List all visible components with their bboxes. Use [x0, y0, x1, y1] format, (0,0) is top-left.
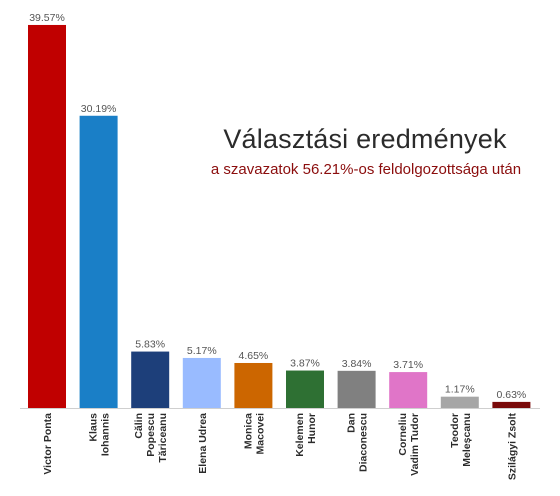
- category-label-line: Hunor: [306, 413, 318, 444]
- category-label-line: Monica: [242, 413, 254, 449]
- category-label-2: Călin Popescu Tăriceanu: [133, 413, 169, 463]
- category-label-line: Vadim Tudor: [409, 413, 421, 476]
- category-label-line: Diaconescu: [358, 413, 370, 472]
- value-label-1: 30.19%: [81, 103, 117, 115]
- bar-8: [440, 396, 479, 408]
- bar-1: [79, 115, 118, 408]
- category-label-7: Corneliu Vadim Tudor: [397, 413, 421, 476]
- bar-9: [492, 401, 531, 408]
- category-label-8: Teodor Meleșcanu: [449, 413, 473, 467]
- value-label-7: 3.71%: [393, 359, 423, 371]
- bar-6: [337, 370, 376, 408]
- bar-3: [182, 357, 221, 408]
- value-label-0: 39.57%: [29, 12, 65, 24]
- value-label-8: 1.17%: [445, 384, 475, 396]
- category-label-line: Popescu: [145, 413, 157, 457]
- category-label-line: Kelemen: [294, 413, 306, 457]
- category-label-9: Szilágyi Zsolt: [506, 413, 518, 481]
- value-label-4: 4.65%: [239, 350, 269, 362]
- category-label-0: Victor Ponta: [42, 413, 54, 475]
- category-label-1: Klaus Iohannis: [88, 413, 112, 456]
- bar-2: [131, 351, 170, 408]
- bar-0: [28, 24, 66, 408]
- value-label-5: 3.87%: [290, 358, 320, 370]
- bar-5: [286, 370, 324, 408]
- category-label-line: Dan: [346, 413, 358, 433]
- bar-7: [389, 372, 428, 408]
- category-label-line: Iohannis: [100, 413, 112, 456]
- value-label-6: 3.84%: [342, 358, 372, 370]
- category-label-line: Corneliu: [397, 413, 409, 456]
- category-label-6: Dan Diaconescu: [346, 413, 370, 472]
- value-label-3: 5.17%: [187, 345, 217, 357]
- category-label-5: Kelemen Hunor: [294, 413, 318, 457]
- category-label-line: Macovei: [254, 413, 266, 455]
- category-label-line: Tăriceanu: [157, 413, 169, 463]
- category-label-line: Meleșcanu: [461, 413, 473, 467]
- bar-4: [234, 362, 273, 408]
- category-label-line: Elena Udrea: [197, 413, 209, 474]
- category-label-line: Teodor: [449, 413, 461, 448]
- category-label-3: Elena Udrea: [197, 413, 209, 474]
- category-label-line: Klaus: [88, 413, 100, 442]
- category-label-line: Szilágyi Zsolt: [506, 413, 518, 481]
- category-label-line: Victor Ponta: [42, 413, 54, 475]
- chart-title: Választási eredmények: [223, 124, 507, 154]
- category-label-4: Monica Macovei: [242, 413, 266, 455]
- category-label-line: Călin: [133, 413, 145, 439]
- chart-subtitle: a szavazatok 56.21%-os feldolgozottsága …: [210, 161, 522, 178]
- value-label-2: 5.83%: [135, 339, 165, 351]
- value-label-9: 0.63%: [497, 389, 527, 401]
